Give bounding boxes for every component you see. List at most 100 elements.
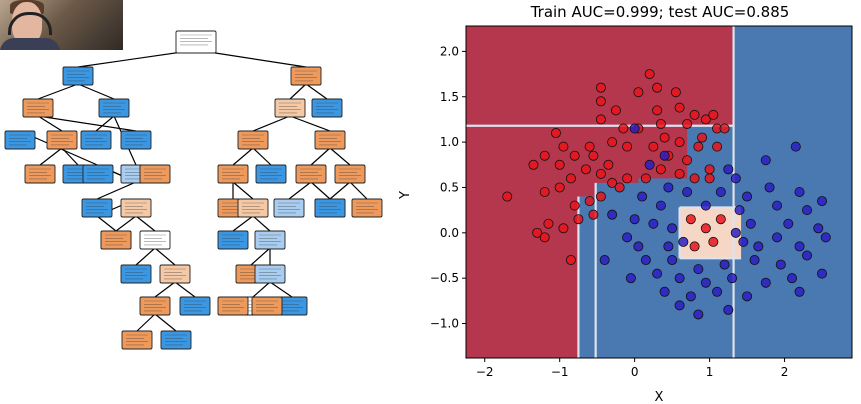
tree-edge [305,83,328,100]
data-point-blue [652,268,663,279]
data-point-blue [693,264,704,275]
y-tick-label: 1.5 [440,90,459,104]
tree-edge [96,215,117,232]
tree-node [295,164,327,184]
y-tick-label: 0.5 [440,180,459,194]
tree-node [81,198,113,218]
data-point-blue [772,200,783,211]
y-axis-label: Y [398,191,413,200]
tree-node [4,130,36,150]
tree-edge [252,215,271,232]
data-point-blue [742,291,753,302]
tree-edges [19,49,368,332]
tree-edge [252,115,291,132]
tree-node [255,164,287,184]
tree-node [254,264,286,284]
presenter-shirt [0,38,60,50]
tree-edge [77,83,115,100]
tree-node [139,164,171,184]
data-point-red [719,123,730,134]
x-tick-label: −2 [476,365,494,379]
tree-node-box [4,130,36,150]
data-point-blue [817,196,828,207]
data-point-blue [625,273,636,284]
tree-node-box [82,164,114,184]
data-point-red [603,159,614,170]
data-point-blue [760,277,771,288]
headset-icon [8,12,52,35]
data-point-blue [648,218,659,229]
tree-edge [174,281,196,298]
data-point-red [614,182,625,193]
data-point-red [554,159,565,170]
tree-node-box [80,130,112,150]
data-point-red [655,118,666,129]
tree-node-box [254,230,286,250]
tree-node-box [255,164,287,184]
data-point-red [569,200,580,211]
data-point-red [569,150,580,161]
tree-node [237,198,269,218]
data-point-red [610,105,621,116]
x-axis-label: X [655,390,664,404]
tree-node-box [314,130,346,150]
data-point-red [633,87,644,98]
data-point-red [565,255,576,266]
y-tick-label: 0.0 [440,226,459,240]
data-point-blue [742,191,753,202]
data-point-red [704,164,715,175]
data-point-red [659,132,670,143]
data-point-red [622,141,633,152]
tree-node-box [217,296,249,316]
tree-node [159,264,191,284]
tree-node [217,164,249,184]
data-point-red [595,96,606,107]
data-point-blue [802,205,813,216]
data-point-blue [813,223,824,234]
tree-node [314,198,346,218]
tree-edge [115,215,137,232]
tree-node [217,296,249,316]
tree-node-box [237,130,269,150]
x-tick-label: 0 [631,365,639,379]
data-point-blue [820,232,831,243]
data-point-red [543,218,554,229]
data-point-blue [753,241,764,252]
data-point-red [670,87,681,98]
data-point-red [655,164,666,175]
data-point-blue [745,218,756,229]
data-point-red [550,128,561,139]
tree-node-box [314,198,346,218]
tree-node-box [120,198,152,218]
x-tick-label: −1 [551,365,569,379]
data-point-red [539,232,550,243]
tree-node-box [139,230,171,250]
data-point-red [584,196,595,207]
data-point-red [528,159,539,170]
data-point-red [648,141,659,152]
tree-node-box [139,164,171,184]
tree-node-box [120,130,152,150]
tree-edge [154,313,177,332]
tree-node [98,98,130,118]
tree-node-box [46,130,78,150]
data-point-blue [772,232,783,243]
data-point-blue [794,286,805,297]
tree-edge [252,147,272,166]
data-point-blue [715,186,726,197]
y-tick-label: −0.5 [430,271,459,285]
data-point-red [700,114,711,125]
tree-edge [232,215,254,232]
tree-node [120,198,152,218]
tree-node [22,98,54,118]
decision-tree-diagram [4,30,383,350]
y-tick-label: 2.0 [440,44,459,58]
tree-edge [288,181,312,200]
tree-node-box [274,98,306,118]
tree-node [24,164,56,184]
data-point-red [704,173,715,184]
axis-ticks: −2 −1 0 1 2 −1.0 −0.5 0.0 0.5 1.0 1.5 2.0 [430,44,789,379]
data-point-blue [674,273,685,284]
tree-edge [154,281,176,298]
